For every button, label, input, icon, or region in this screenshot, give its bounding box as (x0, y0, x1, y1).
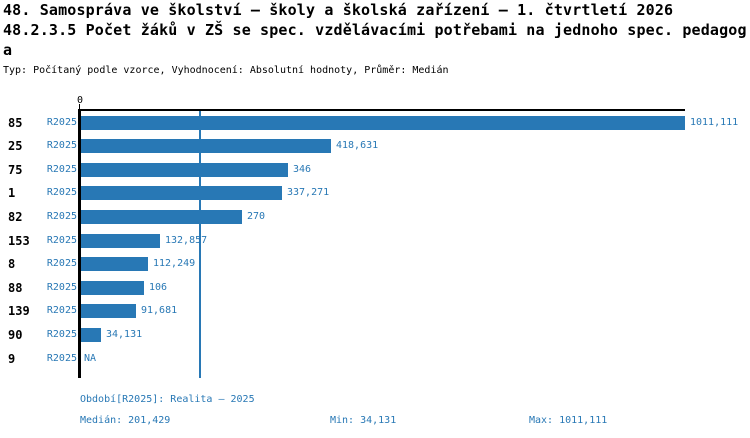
row-period-label: R2025 (46, 234, 77, 246)
chart-row: 9 R2025 NA (0, 352, 750, 366)
chart-row: 75 R2025 346 (0, 162, 750, 177)
row-category-label: 75 (8, 162, 23, 177)
chart-row: 85 R2025 1011,111 (0, 115, 750, 130)
bar (81, 115, 685, 130)
row-category-label: 25 (8, 139, 23, 154)
category-axis-line (78, 109, 81, 378)
row-category-label: 82 (8, 209, 23, 224)
row-period-label: R2025 (46, 258, 77, 270)
row-category-label: 90 (8, 327, 23, 342)
chart-row: 88 R2025 106 (0, 280, 750, 295)
bar (81, 257, 148, 272)
bar-value-label: 132,857 (165, 234, 208, 246)
footer-period: Období[R2025]: Realita – 2025 (80, 394, 255, 405)
bar-value-label: 270 (247, 210, 266, 222)
bar-value-label: 337,271 (287, 187, 330, 199)
chart-row: 90 R2025 34,131 (0, 327, 750, 342)
row-period-label: R2025 (46, 305, 77, 317)
row-category-label: 88 (8, 280, 23, 295)
chart-row: 25 R2025 418,631 (0, 139, 750, 154)
row-category-label: 8 (8, 257, 16, 272)
bar (81, 327, 101, 342)
bar (81, 139, 331, 154)
bar (81, 162, 288, 177)
value-axis-zero-label: 0 (76, 95, 84, 106)
chart-row: 8 R2025 112,249 (0, 257, 750, 272)
bar-value-label: NA (84, 352, 97, 364)
chart-subtitle-wrap: a (3, 41, 13, 59)
bar-value-label: 112,249 (153, 258, 196, 270)
footer-max: Max: 1011,111 (529, 415, 608, 426)
bar (81, 280, 144, 295)
chart-meta: Typ: Počítaný podle vzorce, Vyhodnocení:… (3, 65, 449, 76)
bar (81, 304, 136, 319)
row-period-label: R2025 (46, 163, 77, 175)
bar-value-label: 34,131 (106, 328, 143, 340)
value-axis-tick (79, 104, 80, 109)
row-period-label: R2025 (46, 187, 77, 199)
chart-subtitle: 48.2.3.5 Počet žáků v ZŠ se spec. vzdělá… (3, 21, 747, 39)
bar-value-label: 91,681 (141, 305, 178, 317)
chart-row: 139 R2025 91,681 (0, 304, 750, 319)
row-period-label: R2025 (46, 281, 77, 293)
chart-row: 1 R2025 337,271 (0, 186, 750, 201)
bar-value-label: 418,631 (336, 140, 379, 152)
footer-min: Min: 34,131 (330, 415, 397, 426)
row-period-label: R2025 (46, 210, 77, 222)
row-category-label: 139 (8, 304, 30, 319)
bar (81, 209, 242, 224)
row-category-label: 153 (8, 233, 30, 248)
value-axis-line (78, 109, 685, 111)
row-category-label: 85 (8, 115, 23, 130)
row-period-label: R2025 (46, 352, 77, 364)
bar-value-label: 346 (293, 163, 312, 175)
bar-value-label: 106 (149, 281, 168, 293)
chart-row: 153 R2025 132,857 (0, 233, 750, 248)
row-category-label: 9 (8, 351, 16, 366)
bar (81, 233, 160, 248)
bar-value-label: 1011,111 (690, 116, 739, 128)
chart-row: 82 R2025 270 (0, 209, 750, 224)
median-line (199, 111, 201, 378)
row-period-label: R2025 (46, 328, 77, 340)
row-category-label: 1 (8, 186, 16, 201)
bar (81, 186, 282, 201)
row-period-label: R2025 (46, 116, 77, 128)
chart-title: 48. Samospráva ve školství – školy a ško… (3, 1, 674, 19)
row-period-label: R2025 (46, 140, 77, 152)
footer-median: Medián: 201,429 (80, 415, 171, 426)
